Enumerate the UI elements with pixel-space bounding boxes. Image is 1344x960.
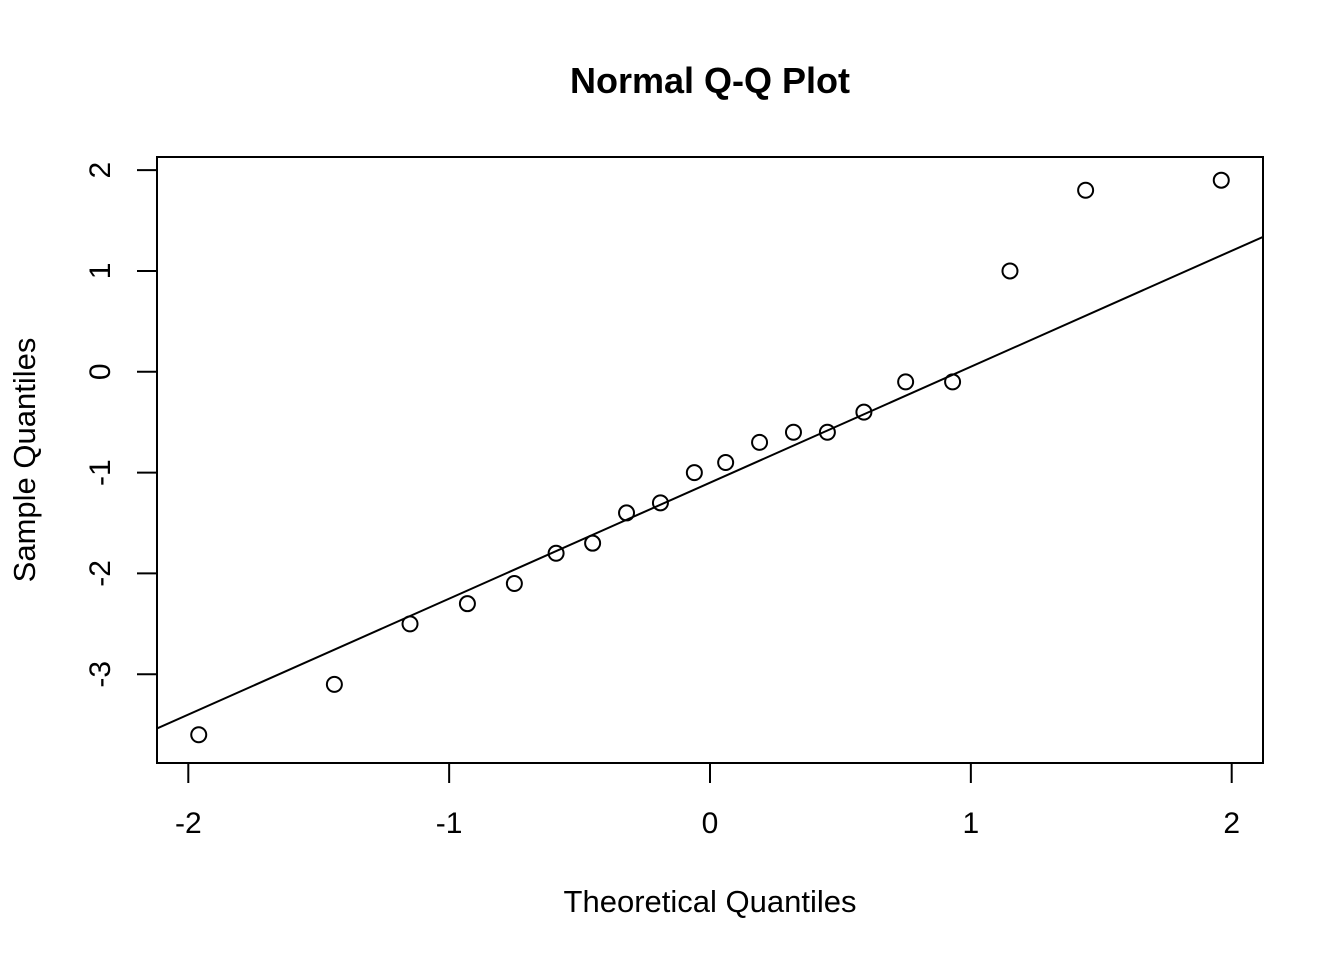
data-point (1077, 181, 1095, 199)
data-point (717, 454, 735, 472)
data-point (325, 675, 343, 693)
x-tick-label: -1 (436, 807, 463, 840)
x-tick-label: 2 (1223, 807, 1240, 840)
y-tick-label: -1 (84, 459, 117, 486)
y-axis-label: Sample Quantiles (7, 338, 42, 583)
y-tick-label: -3 (84, 661, 117, 688)
data-point (584, 534, 602, 552)
data-point (685, 464, 703, 482)
data-point (818, 423, 836, 441)
data-point (458, 595, 476, 613)
qq-reference-line (157, 235, 1263, 730)
y-axis: -3 -2 -1 0 1 2 (84, 162, 158, 688)
y-tick-label: 0 (84, 363, 117, 380)
y-tick-label: -2 (84, 560, 117, 587)
data-point (1001, 262, 1019, 280)
data-point (547, 544, 565, 562)
data-point (751, 433, 769, 451)
x-axis: -2 -1 0 1 2 (175, 762, 1240, 840)
data-point (401, 615, 419, 633)
x-tick-label: -2 (175, 807, 202, 840)
x-axis-label: Theoretical Quantiles (564, 884, 857, 919)
data-point (190, 726, 208, 744)
plot-frame (156, 156, 1264, 764)
y-tick-label: 1 (84, 263, 117, 280)
data-point (784, 423, 802, 441)
data-point (1212, 171, 1230, 189)
data-point (944, 373, 962, 391)
data-point (651, 494, 669, 512)
data-point (618, 504, 636, 522)
data-point (897, 373, 915, 391)
data-point (855, 403, 873, 421)
x-tick-label: 0 (702, 807, 719, 840)
x-tick-label: 1 (963, 807, 980, 840)
plot-area (157, 171, 1263, 744)
y-tick-label: 2 (84, 162, 117, 179)
data-point (505, 575, 523, 593)
chart-title: Normal Q-Q Plot (570, 60, 850, 101)
